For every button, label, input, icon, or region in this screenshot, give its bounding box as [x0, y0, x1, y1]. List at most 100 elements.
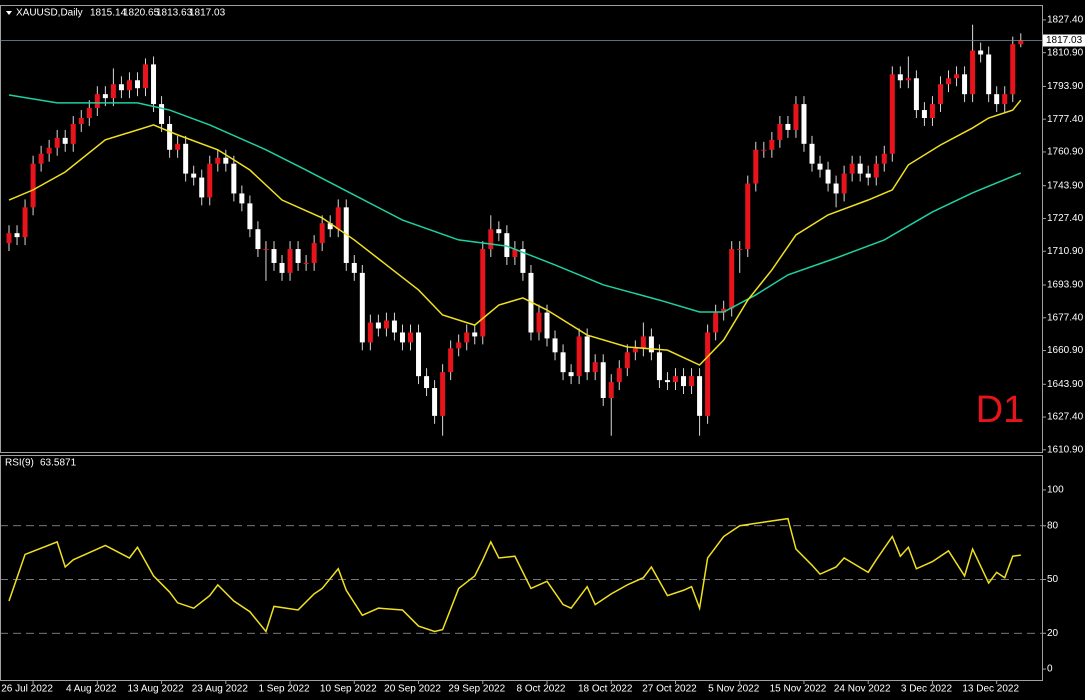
y-tick-label: 1760.90 — [1047, 147, 1084, 158]
candle-body — [207, 163, 213, 198]
candle-body — [247, 203, 253, 230]
candle-body — [592, 362, 598, 373]
candle-body — [319, 223, 325, 244]
y-tick-label: 1660.90 — [1047, 345, 1084, 356]
candle-body — [46, 147, 52, 154]
candle-body — [159, 104, 165, 124]
candle-body — [552, 338, 558, 353]
candle-body — [30, 163, 36, 208]
candle-body — [632, 348, 638, 353]
candle-body — [14, 233, 20, 238]
y-tick-label: 80 — [1047, 520, 1059, 531]
candle-body — [151, 64, 157, 105]
ohlc-close: 1817.03 — [189, 8, 226, 19]
candle-body — [335, 207, 341, 230]
candle-body — [954, 74, 960, 79]
candle-body — [889, 74, 895, 154]
moving-average — [8, 99, 1022, 366]
candle-body — [833, 183, 839, 194]
ohlc-low: 1813.63 — [156, 8, 193, 19]
candle-body — [769, 139, 775, 150]
candle-body — [391, 320, 397, 333]
candle-body — [488, 229, 494, 250]
candle-body — [86, 108, 92, 119]
candle-body — [375, 322, 381, 329]
candle-body — [70, 123, 76, 144]
candle-body — [697, 376, 703, 416]
x-tick-label: 5 Nov 2022 — [708, 684, 760, 695]
candle-body — [624, 352, 630, 369]
candle-body — [102, 94, 108, 99]
candle-body — [986, 54, 992, 95]
y-tick-label: 1627.40 — [1047, 412, 1084, 423]
candle-body — [367, 322, 373, 343]
candle-body — [472, 332, 478, 337]
y-tick-label: 50 — [1047, 574, 1059, 585]
candle-body — [199, 177, 205, 198]
candle-body — [512, 249, 518, 258]
candle-body — [38, 153, 44, 164]
candle-body — [809, 143, 815, 164]
candle-body — [191, 173, 197, 178]
y-tick-label: 20 — [1047, 628, 1059, 639]
x-tick-label: 24 Nov 2022 — [834, 684, 891, 695]
x-tick-label: 29 Sep 2022 — [448, 684, 505, 695]
candle-body — [520, 249, 526, 273]
rsi-line — [8, 517, 1021, 633]
candle-body — [480, 249, 486, 337]
candle-body — [54, 137, 60, 148]
candle-body — [600, 362, 606, 398]
x-tick-label: 10 Sep 2022 — [320, 684, 377, 695]
candle-body — [729, 249, 735, 309]
candle-body — [536, 312, 542, 333]
candle-body — [737, 249, 743, 251]
candle-body — [231, 163, 237, 194]
x-tick-label: 15 Nov 2022 — [770, 684, 827, 695]
candle-body — [608, 382, 614, 398]
moving-average — [8, 94, 1022, 313]
candle-body — [576, 336, 582, 377]
x-tick-label: 27 Oct 2022 — [642, 684, 697, 695]
candle-body — [408, 332, 413, 343]
y-tick-label: 1677.40 — [1047, 312, 1084, 323]
y-tick-label: 0 — [1047, 664, 1053, 675]
y-tick-label: 1727.40 — [1047, 213, 1084, 224]
candle-body — [921, 110, 927, 119]
candle-body — [448, 348, 454, 373]
y-tick-label: 1793.90 — [1047, 81, 1084, 92]
candle-body — [456, 342, 462, 349]
x-tick-label: 20 Sep 2022 — [384, 684, 441, 695]
candle-body — [929, 104, 935, 119]
candle-body — [761, 149, 767, 151]
candle-body — [263, 249, 269, 251]
candle-body — [255, 229, 261, 250]
candle-body — [616, 368, 622, 383]
x-tick-label: 4 Aug 2022 — [66, 684, 117, 695]
candle-body — [287, 249, 293, 273]
candle-body — [424, 376, 430, 389]
candle-body — [464, 332, 470, 343]
candle-body — [937, 84, 943, 105]
candle-body — [432, 388, 438, 416]
candle-body — [110, 84, 116, 99]
candle-body — [327, 223, 333, 230]
candle-body — [496, 229, 502, 234]
candle-body — [22, 207, 28, 238]
candle-body — [849, 163, 855, 174]
candle-body — [962, 74, 968, 95]
candle-body — [664, 380, 670, 383]
current-price-box — [1043, 34, 1085, 47]
candle-body — [705, 332, 711, 416]
candle-body — [681, 376, 687, 387]
candle-body — [215, 157, 221, 164]
candle-body — [745, 183, 751, 250]
candle-body — [416, 332, 422, 377]
candle-body — [560, 352, 566, 373]
candle-body — [825, 169, 831, 184]
candle-body — [753, 149, 759, 184]
x-tick-label: 13 Dec 2022 — [962, 684, 1019, 695]
candle-body — [440, 372, 446, 416]
candle-body — [640, 336, 646, 349]
